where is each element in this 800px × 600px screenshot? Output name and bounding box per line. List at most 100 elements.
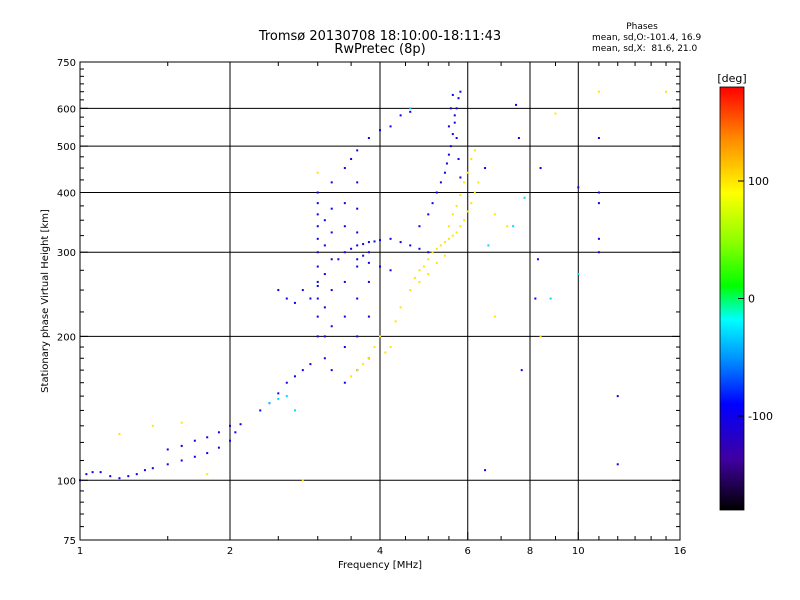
data-point (316, 335, 319, 338)
x-tick-label: 1 (77, 546, 83, 557)
data-point (459, 176, 462, 179)
data-point (473, 191, 476, 194)
phase-stats-title: Phases (626, 22, 658, 32)
data-point (493, 315, 496, 318)
data-point (447, 237, 450, 240)
data-point (399, 241, 402, 244)
data-point (367, 315, 370, 318)
data-point (293, 301, 296, 304)
data-point (367, 137, 370, 140)
data-point (166, 463, 169, 466)
data-point (493, 213, 496, 216)
data-point (413, 276, 416, 279)
data-point (517, 137, 520, 140)
x-tick-label: 8 (527, 546, 533, 557)
data-point (301, 479, 304, 482)
data-point (323, 306, 326, 309)
data-point (451, 133, 454, 136)
data-point (277, 397, 280, 400)
data-point (447, 225, 450, 228)
data-point (316, 265, 319, 268)
data-point (470, 202, 473, 205)
data-point (597, 251, 600, 254)
data-point (135, 473, 138, 476)
data-point (463, 219, 466, 222)
data-point (217, 431, 220, 434)
data-point (316, 237, 319, 240)
data-point (512, 225, 515, 228)
data-point (367, 241, 370, 244)
data-point (193, 455, 196, 458)
data-point (356, 231, 359, 234)
data-point (356, 149, 359, 152)
data-point (323, 244, 326, 247)
axis-ticks: 1 2 4 6 8 10 16 75 100 200 300 400 500 600 750 (57, 58, 686, 557)
data-point (367, 261, 370, 264)
data-point (362, 363, 365, 366)
y-axis-label: Stationary phase Virtual Height [km] (40, 209, 51, 393)
data-point (443, 171, 446, 174)
data-point (457, 97, 460, 100)
data-point (435, 261, 438, 264)
data-point (431, 251, 434, 254)
data-point (180, 421, 183, 424)
chart-subtitle: RwPretec (8p) (334, 42, 426, 57)
data-point (597, 137, 600, 140)
x-tick-label: 10 (572, 546, 585, 557)
data-point (118, 432, 121, 435)
data-point (367, 280, 370, 283)
data-point (453, 114, 456, 117)
y-tick-label: 75 (63, 536, 76, 547)
data-point (356, 258, 359, 261)
data-point (457, 158, 460, 161)
data-point (379, 265, 381, 268)
data-point (427, 258, 430, 261)
phase-stats-x-mode: mean, sd,X: 81.6, 21.0 (592, 44, 698, 54)
data-point (389, 125, 392, 128)
data-point (447, 153, 450, 156)
x-tick-label: 2 (227, 546, 233, 557)
data-point (534, 297, 537, 300)
data-point (350, 247, 353, 250)
data-point (180, 444, 183, 447)
data-point (459, 194, 462, 197)
colorbar-tick-label: 0 (748, 293, 755, 306)
data-point (445, 162, 448, 165)
y-tick-label: 100 (57, 476, 76, 487)
y-tick-label: 750 (57, 58, 76, 69)
data-point (293, 375, 296, 378)
data-point (316, 280, 319, 283)
data-point (418, 280, 421, 283)
data-point (193, 439, 196, 442)
data-point (439, 244, 442, 247)
data-point (399, 306, 402, 309)
data-point (277, 289, 280, 292)
data-point (384, 351, 387, 354)
data-point (229, 439, 231, 442)
data-point (487, 244, 490, 247)
data-point (389, 237, 392, 240)
data-point (520, 369, 523, 372)
data-point (206, 473, 209, 476)
data-point (362, 243, 365, 246)
data-point (379, 129, 381, 132)
data-point (539, 167, 542, 170)
data-point (99, 471, 102, 474)
data-point (379, 335, 381, 338)
data-point (418, 225, 421, 228)
data-point (301, 289, 304, 292)
x-axis-label: Frequency [MHz] (338, 560, 422, 571)
data-point (356, 297, 359, 300)
data-point (394, 320, 397, 323)
y-tick-label: 600 (57, 104, 76, 115)
data-point (343, 225, 346, 228)
data-point (343, 280, 346, 283)
data-point (367, 251, 370, 254)
data-point (259, 409, 262, 412)
data-point (206, 436, 209, 439)
data-point (418, 269, 421, 272)
data-point (350, 158, 353, 161)
data-point (470, 158, 473, 161)
data-point (523, 196, 526, 199)
data-point (399, 114, 402, 117)
